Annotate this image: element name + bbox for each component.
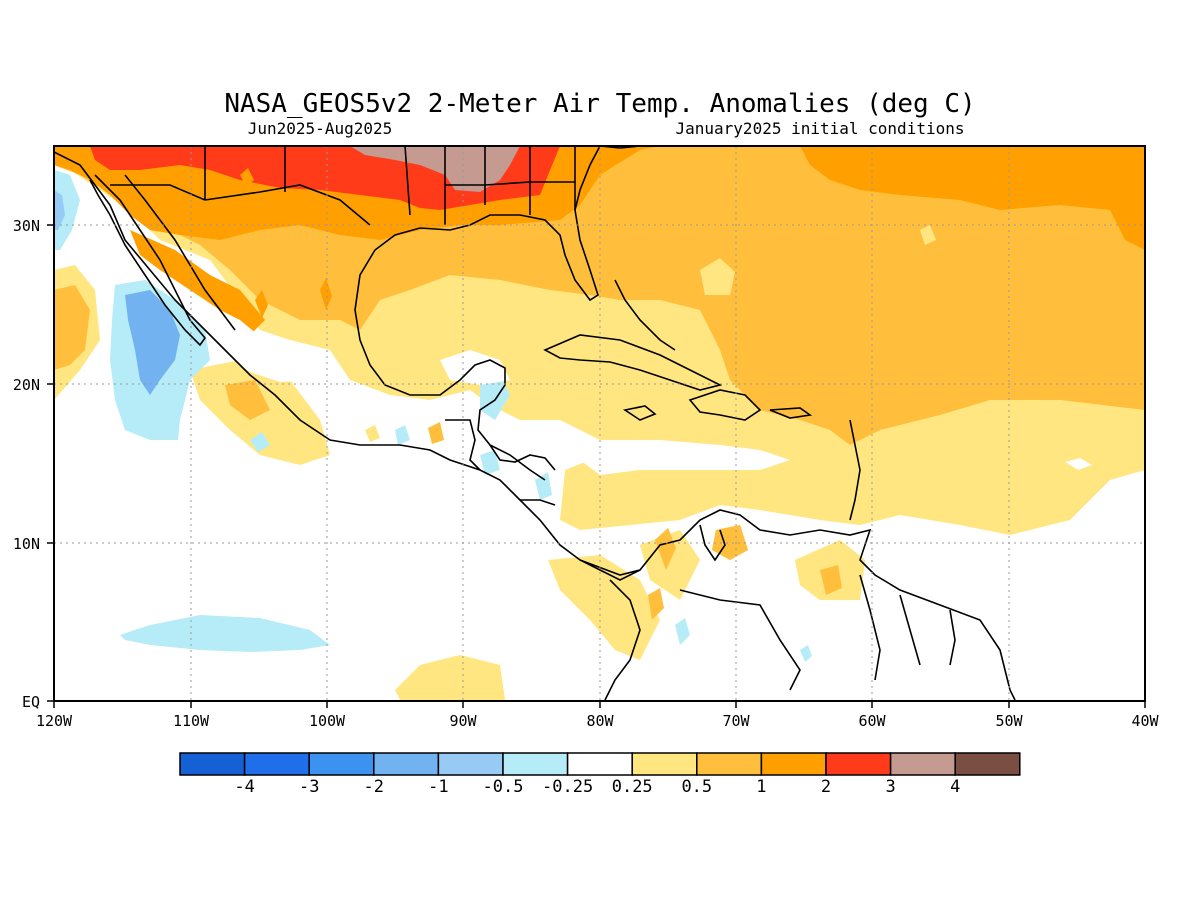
grid-lines (54, 146, 1145, 701)
colorbar-swatch (179, 752, 246, 776)
lon-label: 120W (36, 712, 73, 730)
lon-label: 100W (309, 712, 346, 730)
colorbar-label: -4 (234, 777, 254, 797)
lon-label: 60W (858, 712, 886, 730)
colorbar-swatch (954, 752, 1021, 776)
colorbar-label: -0.5 (483, 777, 524, 797)
colorbar-swatch (373, 752, 440, 776)
colorbar-swatch (825, 752, 892, 776)
colorbar-labels: -4 -3 -2 -1 -0.5 -0.25 0.25 0.5 1 2 3 4 (234, 777, 960, 797)
lon-label: 70W (722, 712, 750, 730)
colorbar-swatch (696, 752, 763, 776)
colorbar-swatch (631, 752, 698, 776)
lat-label: 20N (13, 376, 40, 394)
colorbar-label: 3 (885, 777, 895, 797)
period-label: Jun2025-Aug2025 (248, 119, 393, 138)
colorbar-label: -0.25 (542, 777, 593, 797)
init-conditions-label: January2025 initial conditions (676, 119, 965, 138)
colorbar-label: 4 (950, 777, 960, 797)
colorbar-label: 2 (821, 777, 831, 797)
lat-label: 30N (13, 217, 40, 235)
colorbar-label: 0.5 (681, 777, 712, 797)
colorbar-label: -2 (364, 777, 384, 797)
colorbar-swatch (308, 752, 375, 776)
colorbar-swatch (760, 752, 827, 776)
lon-labels: 120W 110W 100W 90W 80W 70W 60W 50W 40W (36, 712, 1160, 730)
lon-label: 90W (449, 712, 477, 730)
colorbar-swatch (243, 752, 310, 776)
colorbar-label: -3 (299, 777, 319, 797)
colorbar-swatch (889, 752, 956, 776)
colorbar-label: 1 (756, 777, 766, 797)
colorbar-swatch (502, 752, 569, 776)
lon-label: 40W (1131, 712, 1159, 730)
lon-label: 110W (173, 712, 210, 730)
colorbar (179, 752, 1021, 776)
colorbar-swatch (437, 752, 504, 776)
lat-label: EQ (22, 693, 40, 711)
anomaly-field (54, 146, 1145, 701)
lat-labels: 30N 20N 10N EQ (13, 217, 40, 711)
colorbar-swatch (566, 752, 633, 776)
colorbar-label: -1 (428, 777, 448, 797)
lon-label: 50W (995, 712, 1023, 730)
colorbar-label: 0.25 (612, 777, 653, 797)
map-title: NASA_GEOS5v2 2-Meter Air Temp. Anomalies… (224, 89, 975, 119)
lon-label: 80W (586, 712, 614, 730)
axis-ticks (47, 224, 1146, 708)
lat-label: 10N (13, 535, 40, 553)
